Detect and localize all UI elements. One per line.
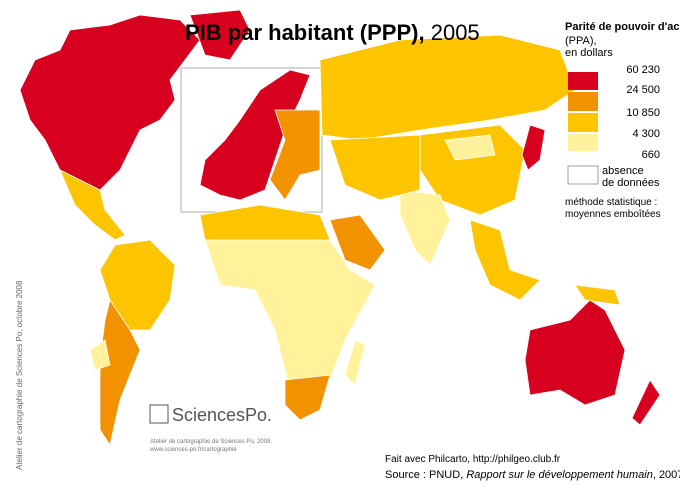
mexico — [59, 169, 126, 241]
title-year: 2005 — [431, 20, 480, 45]
north-america — [19, 14, 201, 191]
source-pre: Source : PNUD, — [385, 469, 466, 481]
india — [399, 189, 451, 266]
world-map — [19, 9, 661, 447]
south-america — [99, 239, 176, 331]
legend-title: Parité de pouvoir d'achat — [565, 21, 680, 33]
legend-unit: en dollars — [565, 47, 613, 59]
title: PIB par habitant (PPP), 2005 — [185, 20, 480, 45]
legend-ppa: (PPA), — [565, 35, 597, 47]
legend-break: 24 500 — [626, 84, 660, 96]
logo-text: SciencesPo. — [172, 405, 272, 425]
credits: Atelier de cartographie de Sciences Po, … — [15, 280, 680, 481]
central-asia — [329, 134, 421, 201]
papua — [574, 284, 621, 306]
title-text: PIB par habitant (PPP), 2005 — [185, 20, 480, 45]
western-europe — [199, 69, 311, 201]
philcarto: Fait avec Philcarto, http://philgeo.club… — [385, 454, 561, 465]
southeast-asia — [469, 219, 541, 301]
legend: Parité de pouvoir d'achat (PPA), en doll… — [565, 21, 680, 220]
legend-break: 660 — [642, 149, 660, 161]
title-bold: PIB par habitant (PPP), — [185, 20, 425, 45]
arabia — [329, 214, 386, 271]
legend-break: 10 850 — [626, 107, 660, 119]
legend-break: 4 300 — [632, 128, 660, 140]
legend-swatch — [568, 92, 598, 111]
logo-icon — [149, 404, 169, 424]
atelier-credit: Atelier de cartographie de Sciences Po, … — [150, 439, 272, 445]
eastern-europe — [269, 109, 321, 201]
china — [419, 124, 526, 216]
legend-title-2: (PPA), — [565, 35, 597, 47]
greenland — [189, 9, 251, 61]
legend-swatch-nodata — [567, 165, 599, 185]
legend-nodata: absence — [602, 165, 644, 177]
madagascar — [344, 339, 366, 386]
source-title: Rapport sur le développement humain — [466, 469, 653, 481]
southern-cone — [99, 299, 141, 447]
russia — [319, 34, 576, 141]
atelier-credit: www.sciences-po.fr/cartographie — [149, 447, 237, 453]
legend-swatch — [568, 72, 598, 90]
source: Source : PNUD, Rapport sur le développem… — [385, 469, 680, 481]
japan — [521, 124, 546, 171]
legend-method: moyennes emboîtées — [565, 209, 661, 220]
legend-swatch — [568, 134, 598, 151]
south-africa — [284, 374, 331, 421]
mongolia — [444, 134, 496, 161]
legend-nodata: de données — [602, 177, 660, 189]
australia — [524, 299, 626, 406]
legend-break: 60 230 — [626, 64, 660, 76]
source-year: , 2007 — [653, 469, 680, 481]
bolivia — [89, 339, 111, 371]
new-zealand — [631, 379, 661, 426]
legend-method: méthode statistique : — [565, 197, 657, 208]
side-credit: Atelier de cartographie de Sciences Po, … — [15, 280, 24, 470]
north-africa — [199, 204, 331, 246]
legend-swatch — [568, 113, 598, 132]
